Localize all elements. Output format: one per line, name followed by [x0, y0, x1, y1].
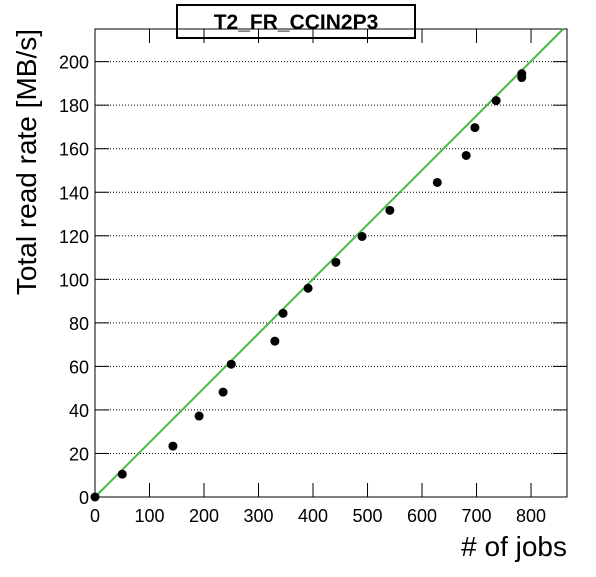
y-tick-label: 160	[59, 140, 89, 160]
x-tick-label: 500	[352, 506, 382, 526]
fit-line	[94, 28, 564, 498]
y-tick-label: 180	[59, 96, 89, 116]
y-tick-label: 40	[69, 401, 89, 421]
data-point	[491, 96, 501, 106]
x-tick-label: 700	[462, 506, 492, 526]
data-point	[194, 411, 204, 421]
data-point	[461, 150, 471, 160]
chart-title: T2_FR_CCIN2P3	[214, 11, 379, 34]
x-tick-label: 200	[189, 506, 219, 526]
data-point	[331, 257, 341, 267]
title-box	[176, 4, 416, 39]
data-point	[218, 387, 228, 397]
data-point	[168, 441, 178, 451]
data-point	[270, 336, 280, 346]
y-tick-label: 200	[59, 53, 89, 73]
y-tick-label: 0	[79, 488, 89, 508]
data-point	[226, 359, 236, 369]
data-point	[432, 177, 442, 187]
data-point	[90, 492, 100, 502]
data-point	[117, 469, 127, 479]
y-tick-label: 60	[69, 357, 89, 377]
x-axis-label: # of jobs	[461, 531, 567, 562]
data-point	[470, 123, 480, 133]
x-tick-label: 400	[298, 506, 328, 526]
data-point	[517, 73, 527, 83]
data-point	[278, 308, 288, 318]
x-tick-label: 600	[407, 506, 437, 526]
y-tick-label: 100	[59, 270, 89, 290]
y-axis-label: Total read rate [MB/s]	[11, 29, 42, 295]
y-tick-label: 20	[69, 444, 89, 464]
data-point	[385, 205, 395, 215]
data-point	[303, 283, 313, 293]
y-tick-label: 80	[69, 314, 89, 334]
x-tick-label: 100	[134, 506, 164, 526]
data-point	[357, 231, 367, 241]
y-tick-label: 120	[59, 227, 89, 247]
y-tick-label: 140	[59, 183, 89, 203]
x-tick-label: 300	[243, 506, 273, 526]
x-tick-label: 800	[516, 506, 546, 526]
plot-frame	[94, 28, 568, 498]
x-tick-label: 0	[90, 506, 100, 526]
